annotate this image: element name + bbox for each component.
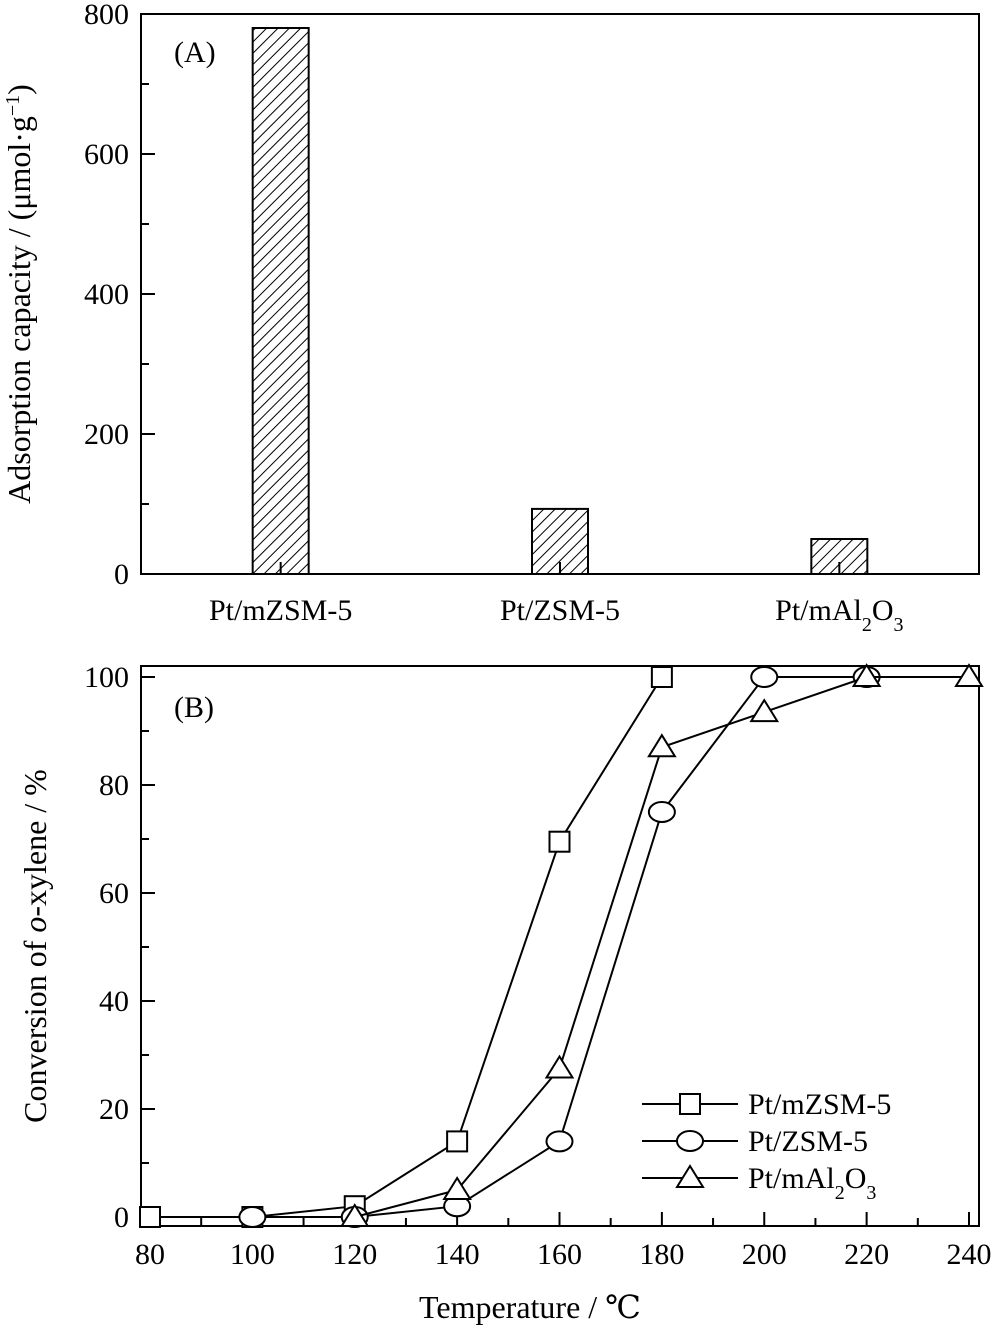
x-tick-label: 180 [639, 1238, 684, 1271]
triangle-marker [442, 1176, 472, 1200]
x-tick-label: 140 [435, 1238, 480, 1271]
series-line [150, 676, 663, 1218]
panel-b-y-ticks: 0 20 40 60 80 100 [84, 661, 155, 1234]
bar [251, 27, 310, 575]
panel-b: (B) 0 20 40 60 80 100 80 100 120 140 160 180 200 220… [17, 661, 992, 1325]
panel-b-label: (B) [174, 691, 214, 724]
legend-label: Pt/mAl2O3 [748, 1162, 876, 1204]
circle-marker [750, 666, 779, 688]
x-category-label: Pt/mAl2O3 [775, 594, 903, 636]
square-marker [139, 1206, 161, 1228]
x-category-label: Pt/mZSM-5 [209, 594, 352, 627]
triangle-marker [544, 1054, 575, 1079]
triangle-marker [749, 698, 780, 723]
x-tick-label: 160 [537, 1238, 582, 1271]
x-tick-label: 100 [230, 1238, 275, 1271]
y-tick-label: 200 [84, 418, 129, 451]
x-tick-label: 200 [742, 1238, 787, 1271]
triangle-marker [954, 663, 984, 687]
legend-circle-marker [676, 1130, 704, 1152]
panel-b-y-axis-title: Conversion of o-xylene / % [17, 769, 53, 1123]
y-tick-label: 60 [99, 877, 129, 910]
legend-label: Pt/ZSM-5 [748, 1125, 868, 1158]
y-tick-label: 600 [84, 138, 129, 171]
y-tick-label: 20 [99, 1093, 129, 1126]
panel-a-bars [251, 27, 869, 575]
panel-b-legend: Pt/mZSM-5 Pt/ZSM-5 Pt/mAl2O3 [642, 1088, 891, 1204]
circle-marker [545, 1130, 574, 1153]
y-tick-label: 100 [84, 661, 129, 694]
x-tick-label: 80 [135, 1238, 165, 1271]
triangle-marker [339, 1203, 370, 1227]
panel-b-x-axis-title: Temperature / ℃ [419, 1289, 641, 1325]
triangle-marker [647, 733, 677, 758]
legend-triangle-marker [675, 1164, 705, 1188]
square-marker [548, 830, 571, 853]
x-tick-label: 220 [844, 1238, 889, 1271]
panel-a-label: (A) [174, 36, 216, 69]
x-category-label: Pt/ZSM-5 [500, 594, 620, 627]
y-tick-label: 40 [99, 985, 129, 1018]
panel-a-x-labels: Pt/mZSM-5 Pt/ZSM-5 Pt/mAl2O3 [209, 594, 904, 636]
legend-square-marker [679, 1093, 701, 1115]
series-square [139, 666, 673, 1228]
y-tick-label: 80 [99, 769, 129, 802]
y-tick-label: 400 [84, 278, 129, 311]
legend-label: Pt/mZSM-5 [748, 1088, 891, 1121]
x-tick-label: 240 [947, 1238, 992, 1271]
panel-a-y-ticks: 0 200 400 600 800 [84, 0, 155, 591]
square-marker [650, 666, 673, 688]
series-triangle [339, 663, 984, 1227]
triangle-marker [851, 663, 882, 687]
x-tick-label: 120 [332, 1238, 377, 1271]
circle-marker [238, 1206, 267, 1228]
y-tick-label: 0 [114, 1201, 129, 1234]
panel-a: (A) 0 200 400 600 800 Pt/mZSM-5 Pt/ZSM-5 Pt/mA… [1, 0, 980, 636]
panel-b-series [139, 663, 984, 1228]
panel-b-x-ticks: 80 100 120 140 160 180 200 220 240 [135, 1212, 992, 1271]
circle-marker [647, 801, 676, 823]
y-tick-label: 800 [84, 0, 129, 31]
panel-a-y-axis-title: Adsorption capacity / (μmol·g−1) [1, 84, 37, 504]
square-marker [446, 1130, 469, 1153]
y-tick-label: 0 [114, 558, 129, 591]
